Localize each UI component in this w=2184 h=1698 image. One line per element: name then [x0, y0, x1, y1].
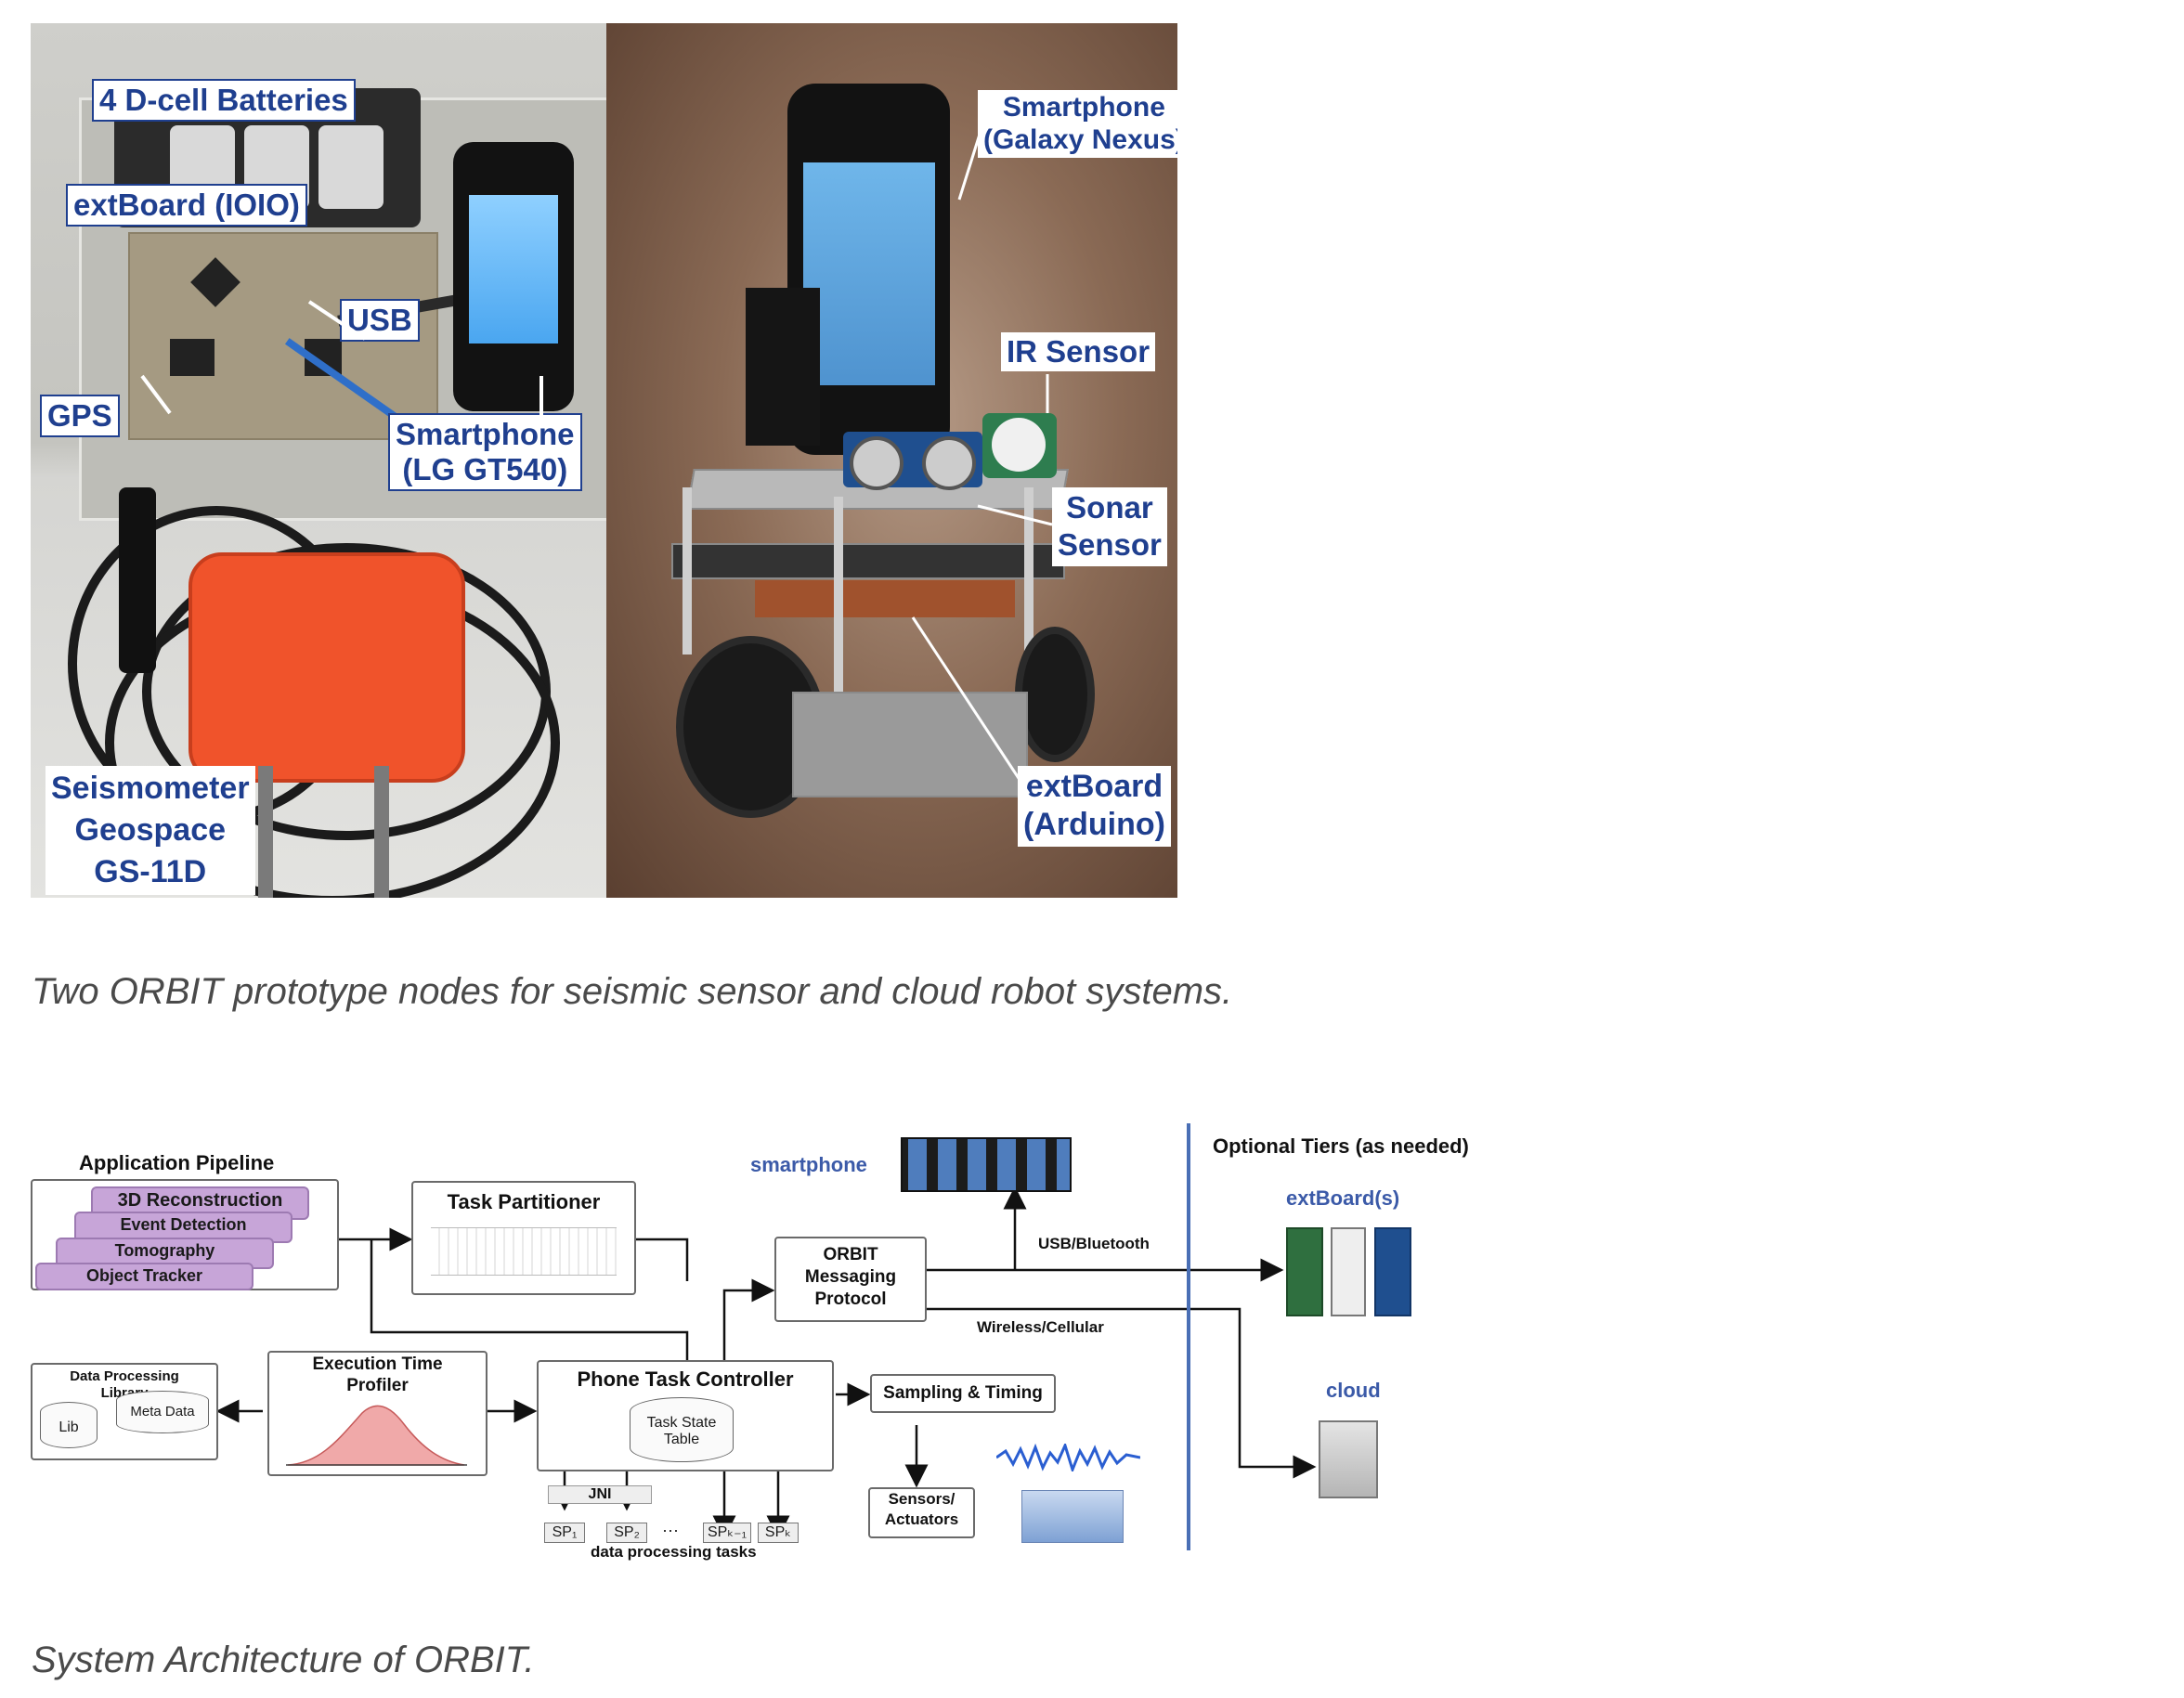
label-seismometer-line3: GS-11D [94, 853, 207, 889]
dpl-line1: Data Processing [70, 1368, 179, 1384]
lib-cylinder: Lib [40, 1402, 98, 1448]
battery-cell [318, 125, 384, 209]
execution-time-histogram [286, 1405, 467, 1466]
orbit-messaging-box: ORBIT Messaging Protocol [774, 1237, 927, 1322]
label-sonar-line1: Sonar [1066, 490, 1153, 525]
sensors-actuators-box: Sensors/ Actuators [868, 1487, 975, 1538]
usb-bluetooth-label: USB/Bluetooth [1038, 1235, 1150, 1252]
label-galaxy-nexus-line1: Smartphone [1002, 92, 1165, 123]
seismic-node-photo: 4 D-cell Batteries extBoard (IOIO) USB G… [31, 23, 606, 898]
label-galaxy-nexus: Smartphone (Galaxy Nexus) [978, 90, 1177, 158]
extboard-image [1286, 1227, 1323, 1316]
smartphone-label: smartphone [750, 1153, 867, 1176]
cloud-label: cloud [1326, 1379, 1381, 1402]
signal-waveform [996, 1444, 1140, 1471]
label-ir-sensor: IR Sensor [1001, 332, 1156, 371]
label-arduino-line2: (Arduino) [1023, 807, 1165, 843]
extboards-label: extBoard(s) [1286, 1186, 1400, 1210]
task-partitioner-title: Task Partitioner [447, 1190, 601, 1213]
wireless-cellular-label: Wireless/Cellular [977, 1318, 1104, 1336]
etp-line1: Execution Time [312, 1355, 443, 1374]
task-state-table: Task State Table [630, 1397, 734, 1462]
ir-dome [992, 418, 1046, 472]
sp-task: SPₖ [758, 1523, 799, 1543]
label-arduino-line1: extBoard [1025, 769, 1164, 804]
sp-task: SPₖ₋₁ [703, 1523, 751, 1543]
data-processing-tasks-label: data processing tasks [591, 1543, 757, 1561]
label-lg-smartphone-line2: (LG GT540) [402, 451, 568, 486]
label-lg-smartphone: Smartphone (LG GT540) [388, 413, 582, 491]
sp-ellipsis: ··· [662, 1521, 679, 1539]
pipeline-stage: Object Tracker [35, 1263, 254, 1290]
robot-node-photo: Smartphone (Galaxy Nexus) IR Sensor Sona… [606, 23, 1177, 898]
label-sonar-sensor: Sonar Sensor [1052, 487, 1167, 566]
lg-phone-screen [469, 195, 558, 343]
jni-label: JNI [548, 1485, 652, 1504]
tst-line1: Task State [646, 1415, 717, 1431]
arduino-board [755, 580, 1015, 617]
connector-lines [215, 1123, 1317, 1550]
sa-line2: Actuators [884, 1510, 959, 1529]
sonar-eye [922, 436, 976, 490]
orbit-messaging-line2: Messaging [804, 1266, 897, 1287]
sa-line1: Sensors/ [888, 1490, 956, 1508]
optional-tiers-title: Optional Tiers (as needed) [1213, 1134, 1469, 1158]
smartphones-image [901, 1137, 1072, 1192]
label-extboard-ioio: extBoard (IOIO) [66, 184, 307, 227]
galaxy-nexus-screen [803, 162, 935, 385]
extboard-image [1374, 1227, 1411, 1316]
robot-chassis [792, 692, 1028, 797]
standoff [1024, 487, 1034, 673]
sp-task: SP₂ [606, 1523, 647, 1543]
etp-line2: Profiler [346, 1375, 409, 1395]
right-label-arrows [911, 124, 1053, 795]
seismometer-spike [258, 766, 273, 898]
orbit-messaging-line3: Protocol [814, 1289, 887, 1309]
pipeline-title: Application Pipeline [79, 1151, 275, 1174]
label-seismometer-line2: Geospace [74, 811, 227, 848]
figure1-caption: Two ORBIT prototype nodes for seismic se… [32, 971, 1233, 1012]
orbit-messaging-line1: ORBIT [823, 1245, 878, 1264]
server-icon [1319, 1420, 1378, 1498]
robots-image [1021, 1490, 1124, 1543]
seismometer-spike [374, 766, 389, 898]
label-seismometer-line1: Seismometer [51, 771, 250, 806]
label-batteries: 4 D-cell Batteries [92, 79, 356, 122]
extboard-image [1331, 1227, 1366, 1316]
sonar-eye [850, 436, 904, 490]
robot-mid-plate [671, 543, 1065, 579]
seismometer [188, 552, 465, 783]
task-partitioner-box: Task Partitioner [411, 1181, 636, 1295]
label-sonar-line2: Sensor [1058, 527, 1162, 563]
sp-task: SP₁ [544, 1523, 585, 1543]
phone-task-controller-title: Phone Task Controller [577, 1367, 794, 1391]
meta-data-cylinder: Meta Data [116, 1391, 209, 1433]
standoff [834, 497, 843, 710]
tst-line2: Table [663, 1432, 700, 1448]
architecture-diagram: Application Pipeline 3D Reconstruction E… [28, 1123, 1551, 1578]
sampling-timing-box: Sampling & Timing [870, 1374, 1056, 1413]
label-usb: USB [340, 299, 420, 342]
connector [119, 487, 156, 673]
label-lg-smartphone-line1: Smartphone [396, 417, 575, 451]
standoff [682, 487, 692, 655]
label-extboard-arduino: extBoard (Arduino) [1018, 766, 1171, 847]
figure2-caption: System Architecture of ORBIT. [32, 1640, 535, 1680]
label-seismometer: Seismometer Geospace GS-11D [46, 766, 255, 895]
phone-mount [746, 288, 820, 446]
left-label-arrows [140, 300, 543, 418]
chip [170, 339, 214, 376]
label-gps: GPS [40, 395, 120, 437]
label-galaxy-nexus-line2: (Galaxy Nexus) [983, 123, 1177, 155]
partitioner-formula [431, 1227, 617, 1276]
